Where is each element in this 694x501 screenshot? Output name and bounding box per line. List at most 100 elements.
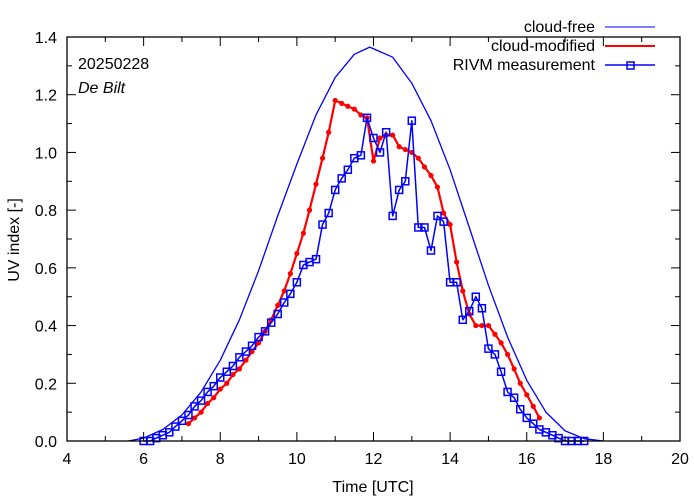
cloud-modified-point — [198, 409, 204, 415]
cloud-modified-point — [306, 207, 313, 213]
rivm-measurement-point — [381, 127, 391, 137]
annotation-date: 20250228 — [78, 56, 149, 73]
x-tick-label: 20 — [671, 451, 689, 468]
x-tick-label: 6 — [139, 451, 148, 468]
cloud-modified-point — [511, 366, 517, 372]
cloud-modified-point — [217, 386, 223, 392]
rivm-measurement-point — [407, 116, 417, 125]
cloud-modified-point — [447, 221, 453, 228]
cloud-modified-point — [370, 158, 377, 164]
x-tick-label: 4 — [63, 451, 72, 468]
cloud-modified-point — [473, 322, 479, 329]
annotation-location: De Bilt — [78, 80, 126, 97]
series-line-cloud-modified — [187, 99, 541, 425]
cloud-modified-point — [211, 395, 217, 401]
cloud-modified-point — [530, 403, 536, 409]
cloud-modified-point — [460, 288, 466, 294]
y-tick-label: 1.2 — [35, 88, 57, 105]
series-layer — [128, 46, 604, 446]
cloud-modified-point — [294, 250, 300, 257]
y-tick-label: 0.8 — [35, 203, 57, 220]
legend-item-cloud-free: cloud-free — [524, 19, 655, 36]
rivm-measurement-point — [529, 419, 538, 428]
rivm-measurement-point — [369, 133, 378, 143]
rivm-measurement-point — [241, 347, 251, 356]
rivm-measurement-point — [362, 113, 372, 123]
y-axis-label: UV index [-] — [6, 198, 23, 282]
cloud-modified-point — [492, 331, 498, 337]
rivm-measurement-point — [171, 422, 180, 431]
rivm-measurement-point — [337, 174, 346, 183]
rivm-measurement-point — [216, 373, 225, 382]
plot-frame — [66, 36, 681, 442]
legend-item-rivm-measurement: RIVM measurement — [453, 57, 655, 74]
x-tick-label: 12 — [365, 451, 383, 468]
rivm-measurement-point — [318, 220, 327, 229]
cloud-modified-point — [402, 146, 408, 153]
cloud-modified-point — [536, 415, 542, 421]
rivm-measurement-point — [420, 223, 429, 232]
rivm-measurement-point — [426, 246, 436, 255]
rivm-measurement-point — [203, 387, 212, 397]
rivm-measurement-point — [439, 217, 448, 226]
cloud-modified-point — [441, 210, 447, 216]
cloud-modified-point — [339, 100, 345, 106]
y-tick-label: 0.0 — [35, 434, 57, 451]
cloud-modified-point — [524, 392, 530, 398]
legend-marker-square-icon — [626, 61, 635, 70]
rivm-measurement-point — [509, 393, 519, 402]
rivm-measurement-point — [484, 344, 493, 353]
cloud-modified-point — [230, 372, 236, 378]
rivm-measurement-point — [165, 428, 174, 437]
cloud-modified-point — [485, 322, 492, 329]
rivm-measurement-point — [388, 211, 397, 221]
rivm-measurement-point — [222, 367, 232, 376]
series-line-cloud-free — [128, 46, 604, 441]
x-axis-label: Time [UTC] — [332, 479, 413, 496]
cloud-modified-point — [185, 421, 192, 427]
rivm-measurement-point — [235, 353, 244, 362]
cloud-modified-point — [434, 184, 441, 190]
cloud-modified-point — [275, 302, 281, 308]
cloud-modified-point — [243, 357, 249, 363]
legend-label-rivm-measurement: RIVM measurement — [453, 57, 596, 74]
cloud-modified-point — [358, 112, 364, 118]
rivm-measurement-point — [433, 211, 442, 221]
legend-item-cloud-modified: cloud-modified — [491, 38, 655, 55]
cloud-modified-point — [421, 164, 428, 170]
rivm-measurement-point — [254, 332, 263, 342]
x-tick-label: 16 — [518, 451, 536, 468]
cloud-modified-point — [428, 172, 434, 179]
rivm-measurement-point — [496, 367, 506, 376]
rivm-measurement-point — [401, 177, 410, 186]
rivm-measurement-point — [414, 223, 423, 232]
cloud-modified-point — [255, 340, 262, 346]
cloud-modified-point — [377, 135, 383, 141]
rivm-measurement-point — [452, 278, 461, 287]
cloud-modified-point — [351, 106, 357, 112]
y-tick-label: 1.0 — [35, 145, 57, 162]
cloud-modified-point — [236, 366, 243, 372]
legend: cloud-free cloud-modified RIVM measureme… — [453, 19, 655, 74]
cloud-modified-point — [454, 259, 460, 265]
x-tick-label: 10 — [288, 451, 306, 468]
cloud-modified-point — [332, 97, 338, 104]
cloud-modified-point — [281, 288, 287, 294]
rivm-measurement-point — [465, 306, 474, 316]
legend-label-cloud-free: cloud-free — [524, 19, 595, 36]
y-tick-label: 0.6 — [35, 261, 57, 278]
rivm-measurement-point — [228, 361, 238, 371]
series-line-rivm-measurement — [143, 117, 585, 442]
rivm-measurement-point — [286, 289, 295, 299]
rivm-measurement-point — [343, 165, 353, 174]
cloud-modified-point — [479, 322, 485, 329]
cloud-modified-point — [319, 155, 326, 161]
legend-label-cloud-modified: cloud-modified — [491, 38, 595, 55]
rivm-measurement-point — [330, 185, 340, 195]
cloud-modified-point — [205, 400, 211, 407]
cloud-modified-point — [415, 155, 421, 161]
rivm-measurement-point — [196, 396, 206, 405]
rivm-measurement-point — [292, 278, 302, 287]
rivm-measurement-point — [209, 381, 218, 391]
